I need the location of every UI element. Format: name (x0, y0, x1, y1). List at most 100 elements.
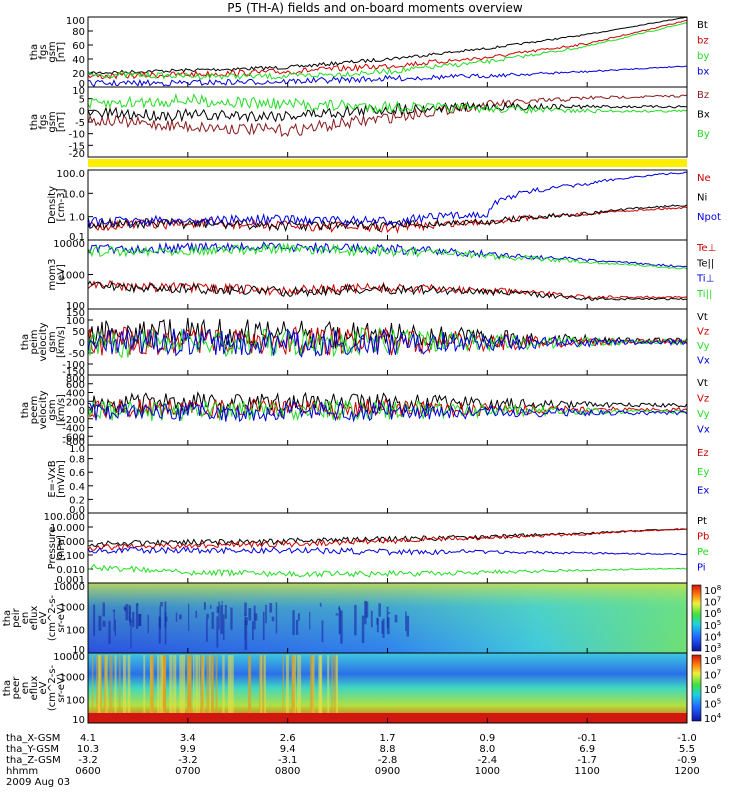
ion-spectrogram-streak (297, 613, 300, 621)
legend-pe-panel-8: Pe (697, 547, 709, 558)
panel-7-ylabel: E=-VxB (47, 460, 58, 497)
series-line-pb-panel-8 (87, 528, 688, 551)
footer-value: -3.2 (178, 755, 198, 766)
ion-spectrogram-streak (114, 619, 116, 637)
footer-row-2: tha_Y-GSM 10.3 9.9 9.4 8.8 8.0 6.9 5.5 (0, 744, 750, 755)
ion-spectrogram-streak (262, 611, 265, 641)
footer-row-label: tha_X-GSM (6, 733, 61, 744)
electron-spectrogram-streak (157, 655, 160, 713)
legend-ey-panel-7: Ey (697, 467, 709, 478)
panel-2-ytick: -10 (69, 130, 85, 141)
footer-value: 8.8 (379, 744, 396, 755)
electron-spectrogram-streak (230, 655, 234, 713)
panel-7-ytick: 0.0 (69, 505, 85, 516)
ion-spectrogram-streak (361, 615, 365, 643)
electron-spectrogram-streak (264, 655, 266, 713)
panel-6-ytick: -200 (62, 415, 85, 426)
electron-spectrogram-streak (96, 655, 98, 713)
panel-9-ylabel: peir (11, 607, 22, 627)
ion-spectrogram-streak (354, 604, 357, 636)
legend-ti-panel-4: Ti⊥ (696, 274, 714, 285)
panel-10-ytick: 10000 (53, 652, 85, 663)
colorbar-tick-panel-9: 105 (704, 619, 721, 632)
electron-spectrogram-streak (299, 655, 302, 713)
ion-spectrogram-streak (248, 608, 252, 621)
panel-9-ylabel: tha (2, 610, 13, 626)
panel-2-ylabel: fgs (38, 114, 49, 129)
series-line-npot-panel-3 (87, 171, 688, 229)
legend-vx-panel-5: Vx (697, 356, 710, 367)
ion-spectrogram-streak (339, 608, 341, 634)
panel-4-ytick: 100 (66, 301, 85, 312)
panel-5-ytick: 100 (66, 316, 85, 327)
footer-value: -2.4 (477, 755, 498, 766)
panel-10-ylabel: eV (38, 681, 49, 694)
ion-spectrogram-streak (129, 621, 133, 623)
panel-5-ytick: 50 (72, 327, 85, 338)
footer-value: 8.0 (479, 744, 496, 755)
ion-spectrogram-streak (321, 620, 324, 643)
panel-6-ytick: 0 (79, 406, 85, 417)
ion-spectrogram-streak (265, 604, 267, 624)
panel-2-ytick: -5 (75, 118, 85, 129)
electron-spectrogram-streak (291, 655, 295, 713)
ion-spectrogram-streak (98, 615, 102, 631)
electron-spectrogram-streak (195, 655, 199, 713)
series-line-pt-panel-8 (87, 528, 688, 548)
panel-2-ylabel: tha (29, 114, 40, 130)
ion-spectrogram-streak (205, 618, 208, 642)
electron-spectrogram-streak (198, 655, 200, 713)
panel-10-ylabel: sr-eV) (56, 673, 67, 702)
panel-2-ylabel: gsm (47, 111, 58, 132)
colorbar-tick-panel-10: 107 (704, 669, 721, 682)
electron-spectrogram-streak (109, 655, 113, 713)
legend-npot-panel-3: Npot (697, 212, 721, 223)
ion-spectrogram-streak (254, 613, 258, 621)
series-line-vz-panel-6 (87, 398, 688, 421)
panel-1-ylabel: [nT] (56, 42, 67, 62)
legend-pt-panel-8: Pt (697, 516, 707, 527)
footer-value: 0.9 (479, 733, 496, 744)
legend-bz-panel-2: Bz (697, 90, 709, 101)
footer-value: 1100 (574, 766, 600, 777)
panel-1-ytick: 100 (66, 16, 85, 27)
legend-bx-panel-1: bx (697, 67, 709, 78)
ion-spectrogram-streak (138, 613, 142, 626)
legend-te-panel-4: Te⊥ (696, 243, 716, 254)
panel-7-ylabel: [mV/m] (56, 460, 67, 498)
electron-spectrogram-streak (227, 655, 231, 713)
panel-5-ylabel: peim (29, 329, 40, 354)
legend-vy-panel-6: Vy (697, 409, 710, 420)
footer-value: 1200 (674, 766, 700, 777)
panel-1-ytick: 20 (72, 69, 85, 80)
panel-1-ylabel: gsm (47, 41, 58, 62)
legend-te-panel-4: Te|| (696, 258, 714, 269)
panel-1-ytick: 40 (72, 55, 85, 66)
electron-spectrogram-streak (118, 655, 121, 713)
panel-5-ylabel: [km/s] (56, 326, 67, 358)
colorbar-panel-10 (691, 654, 702, 722)
footer-date: 2009 Aug 03 (0, 777, 750, 788)
series-line-by-panel-1 (87, 22, 688, 81)
panel-6-ytick: 400 (66, 389, 85, 400)
legend-vz-panel-5: Vz (697, 327, 709, 338)
panel-3-ytick: 0.1 (69, 232, 85, 243)
ion-spectrogram-streak (102, 620, 106, 627)
footer-value: 0600 (75, 766, 101, 777)
ion-spectrogram-streak (206, 613, 209, 619)
electron-spectrogram-streak (206, 655, 210, 713)
panel-2-ytick: 5 (79, 95, 85, 106)
ion-spectrogram-streak (218, 601, 220, 630)
ion-spectrogram-streak (309, 611, 311, 630)
electron-spectrogram-streak (311, 655, 315, 713)
ion-spectrogram-streak (365, 601, 369, 618)
electron-spectrogram-streak (331, 655, 334, 713)
overview-plot: thafgsgsm[nT]100806040200Btbzbybxthafgsg… (2, 16, 722, 726)
panel-6-ylabel: gsm (47, 399, 58, 420)
electron-spectrogram-streak (99, 655, 103, 713)
panel-3-ytick: 1.0 (69, 213, 85, 224)
footer-row-label: tha_Y-GSM (6, 744, 60, 755)
panel-4-ylabel: [eV] (56, 264, 67, 285)
series-line-pe-panel-8 (87, 563, 688, 578)
panel-3-ylabel: [cm-3] (56, 188, 67, 221)
